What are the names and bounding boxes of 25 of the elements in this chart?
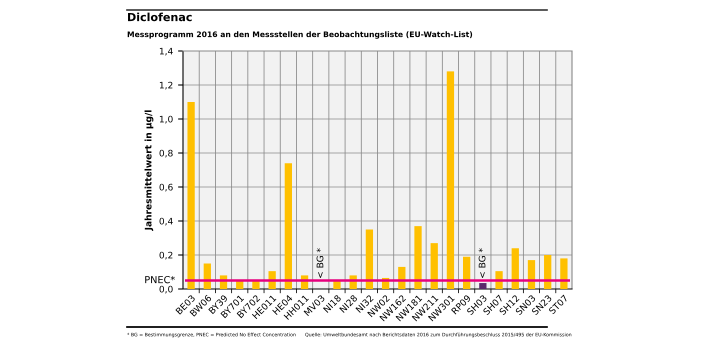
ref-line-label: PNEC* — [145, 276, 175, 284]
y-tick-label: 0,0 — [160, 286, 173, 294]
y-tick-label: 0,4 — [160, 218, 173, 226]
y-axis-title: Jahresmittelwert in µg/l — [144, 110, 154, 231]
bar — [204, 264, 211, 289]
y-tick-label: 0,2 — [160, 252, 172, 260]
y-tick-label: 1,4 — [160, 48, 173, 56]
bar — [479, 283, 486, 289]
bar — [512, 248, 519, 289]
bar — [366, 230, 374, 289]
y-tick-label: 1,0 — [160, 116, 173, 124]
bar — [446, 71, 454, 289]
bar — [430, 243, 438, 289]
bar — [560, 258, 568, 289]
bar — [187, 102, 195, 289]
bar — [463, 256, 470, 289]
y-tick-label: 1,2 — [160, 82, 172, 90]
annotation: < BG * — [316, 248, 324, 278]
y-tick-label: 0,6 — [160, 184, 173, 192]
chart-title: Diclofenac — [128, 12, 192, 22]
bar — [284, 163, 292, 289]
annotation: < BG * — [478, 248, 486, 278]
bar — [544, 255, 552, 289]
y-tick-label: 0,8 — [160, 150, 173, 158]
bar — [414, 226, 422, 289]
